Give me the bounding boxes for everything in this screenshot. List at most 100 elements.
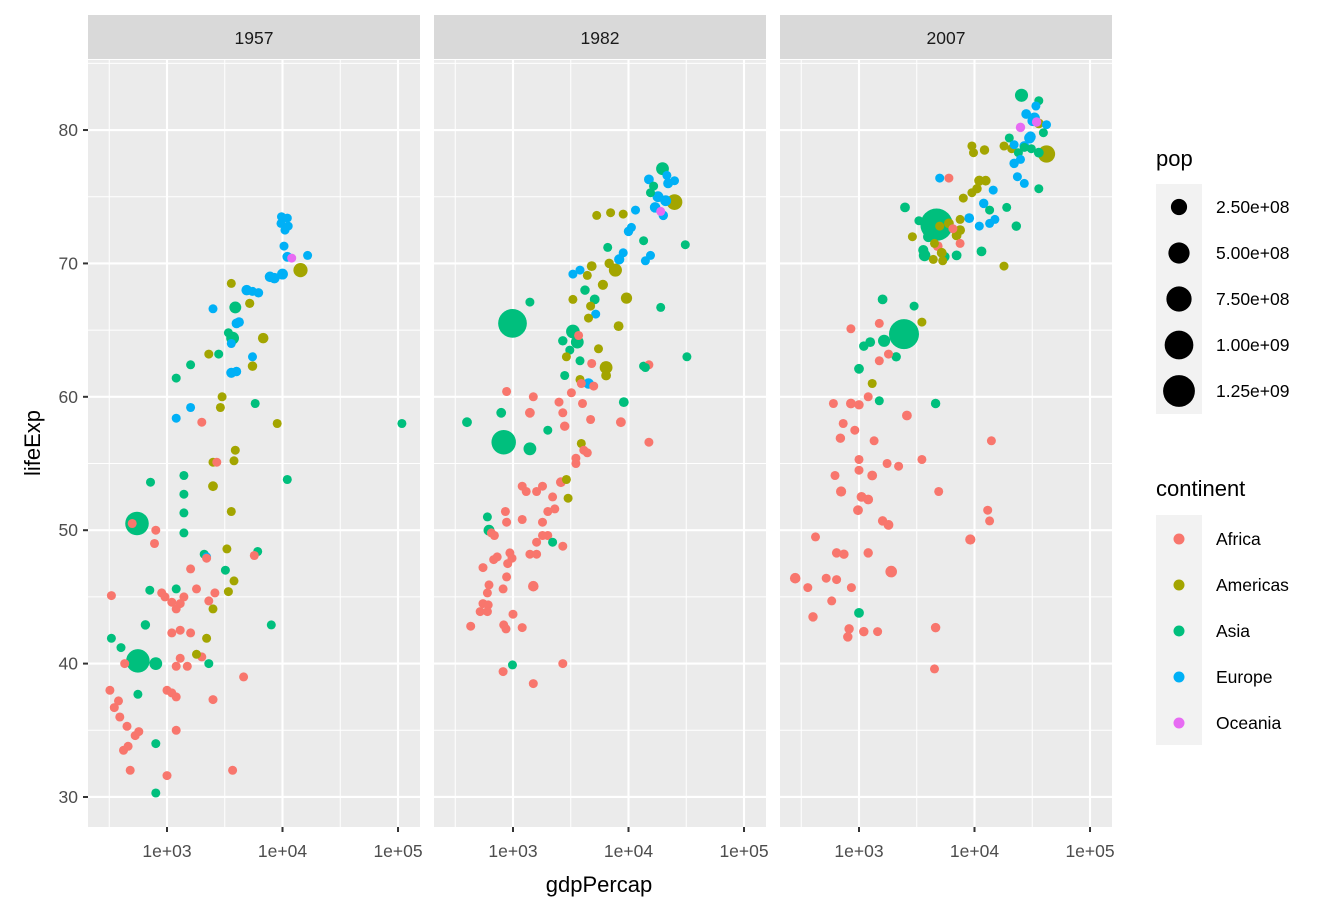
data-point bbox=[846, 324, 856, 334]
data-point bbox=[276, 218, 286, 228]
data-point bbox=[127, 518, 137, 529]
facet-panel-2007: 2007 bbox=[780, 15, 1112, 827]
data-point bbox=[828, 398, 838, 409]
data-point bbox=[1004, 133, 1014, 143]
x-axis-2007: 1e+03 1e+04 1e+05 bbox=[834, 827, 1115, 861]
data-point bbox=[877, 516, 888, 526]
legend-pop-key bbox=[1168, 242, 1190, 264]
data-point bbox=[1009, 140, 1019, 150]
data-point bbox=[565, 345, 575, 355]
data-point bbox=[231, 366, 242, 377]
legend-pop-label: 2.50e+08 bbox=[1216, 197, 1289, 217]
data-point bbox=[985, 516, 995, 526]
data-point bbox=[247, 361, 258, 371]
data-point bbox=[149, 657, 163, 670]
legend-pop-label: 1.25e+09 bbox=[1216, 381, 1289, 401]
data-point bbox=[604, 258, 614, 269]
data-point bbox=[606, 208, 616, 218]
data-point bbox=[167, 628, 177, 638]
y-tick-label: 80 bbox=[59, 120, 79, 140]
data-point bbox=[1026, 144, 1036, 154]
data-point bbox=[532, 486, 542, 497]
data-point bbox=[293, 263, 308, 278]
data-point bbox=[554, 397, 564, 407]
data-point bbox=[525, 549, 535, 559]
data-point bbox=[938, 256, 948, 266]
legend-pop-key bbox=[1166, 286, 1192, 312]
data-point bbox=[948, 224, 958, 234]
data-point bbox=[877, 294, 888, 305]
legend-continent-label: Europe bbox=[1216, 667, 1272, 687]
data-point bbox=[498, 584, 508, 594]
legend-continent-label: Africa bbox=[1216, 529, 1261, 549]
data-point bbox=[489, 530, 499, 541]
data-point bbox=[478, 563, 488, 573]
data-point bbox=[249, 550, 259, 561]
data-point bbox=[988, 185, 998, 195]
y-tick-label: 40 bbox=[59, 654, 79, 674]
data-point bbox=[854, 454, 864, 465]
data-point bbox=[958, 193, 968, 203]
data-point bbox=[999, 141, 1009, 151]
data-point bbox=[592, 210, 602, 220]
data-point bbox=[532, 549, 542, 559]
data-point bbox=[133, 689, 143, 699]
y-axis: 30 40 50 60 70 80 bbox=[59, 120, 88, 807]
data-point bbox=[965, 534, 976, 545]
data-point bbox=[582, 448, 592, 458]
data-point bbox=[586, 261, 597, 272]
data-point bbox=[528, 580, 539, 592]
data-point bbox=[171, 373, 181, 383]
data-point bbox=[593, 344, 604, 354]
facet-strip-label: 2007 bbox=[927, 28, 966, 48]
y-tick-label: 30 bbox=[59, 787, 79, 807]
data-point bbox=[566, 388, 576, 398]
data-point bbox=[929, 664, 940, 674]
data-point bbox=[269, 272, 280, 284]
data-point bbox=[186, 402, 196, 413]
data-point bbox=[226, 338, 236, 349]
data-point bbox=[936, 247, 947, 258]
data-point bbox=[863, 392, 873, 402]
data-point bbox=[951, 250, 962, 261]
data-point bbox=[508, 609, 518, 619]
data-point bbox=[482, 588, 492, 598]
data-point bbox=[496, 407, 507, 418]
data-point bbox=[854, 607, 864, 618]
data-point bbox=[521, 486, 531, 497]
data-point bbox=[821, 573, 831, 583]
data-point bbox=[1015, 122, 1026, 133]
data-point bbox=[501, 624, 511, 634]
data-point bbox=[223, 328, 233, 338]
x-tick-label: 1e+04 bbox=[258, 841, 307, 861]
data-point bbox=[116, 643, 126, 653]
data-point bbox=[105, 685, 115, 695]
data-point bbox=[843, 632, 853, 642]
data-point bbox=[517, 514, 527, 525]
legend-pop-label: 7.50e+08 bbox=[1216, 289, 1289, 309]
data-point bbox=[974, 221, 984, 231]
legend-continent-label: Asia bbox=[1216, 621, 1250, 641]
data-point bbox=[491, 429, 516, 455]
data-point bbox=[894, 461, 904, 471]
data-point bbox=[222, 544, 232, 554]
data-point bbox=[883, 349, 894, 359]
data-point bbox=[1031, 117, 1042, 127]
data-point bbox=[171, 692, 181, 702]
facet-panel-1957: 1957 bbox=[88, 15, 420, 827]
points-1982 bbox=[462, 162, 692, 689]
data-point bbox=[662, 170, 672, 180]
data-point bbox=[303, 250, 313, 260]
data-point bbox=[830, 470, 840, 481]
data-point bbox=[171, 661, 181, 671]
data-point bbox=[580, 285, 590, 295]
data-point bbox=[228, 765, 238, 775]
data-point bbox=[208, 695, 218, 705]
data-point bbox=[543, 425, 553, 435]
data-point bbox=[245, 298, 255, 309]
data-point bbox=[123, 741, 133, 751]
data-point bbox=[808, 612, 818, 622]
data-point bbox=[854, 400, 864, 410]
data-point bbox=[589, 294, 600, 305]
data-point bbox=[907, 232, 917, 242]
